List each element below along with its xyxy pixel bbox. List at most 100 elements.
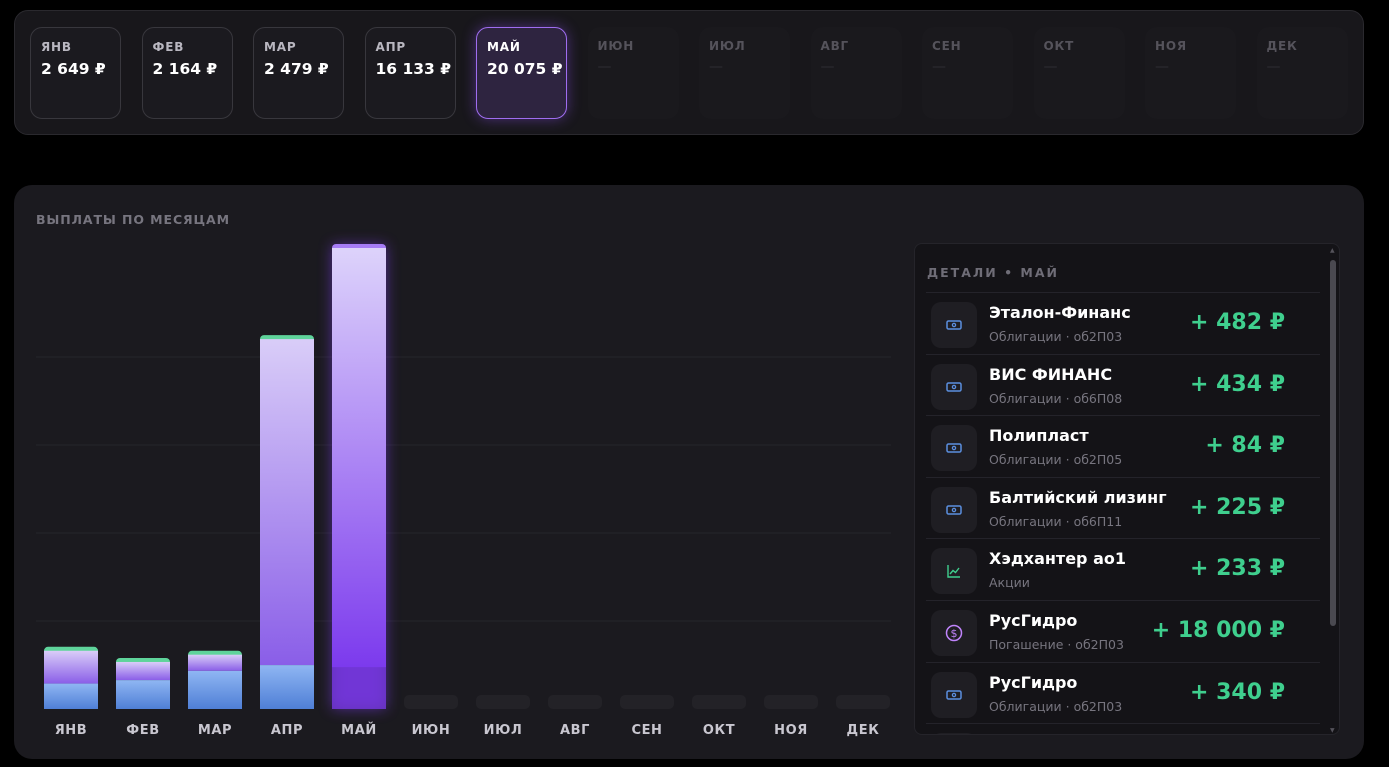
month-card-5[interactable]: МАЙ 20 075 ₽ [476, 27, 567, 119]
bar-segment-bottom-МАР[interactable] [188, 670, 242, 709]
month-card-label: СЕН [932, 39, 962, 53]
detail-subtitle: Погашение · об2П03 [989, 636, 1124, 652]
x-tick-label: СЕН [631, 723, 662, 738]
detail-subtitle: Облигации · об6П08 [989, 390, 1123, 406]
month-card-10[interactable]: ОКТ — [1033, 27, 1125, 119]
banknote-icon [931, 425, 977, 472]
bar-segment-bottom-ЯНВ[interactable] [44, 683, 98, 709]
bar-empty-ИЮЛ[interactable] [476, 695, 530, 709]
month-card-value: — [597, 59, 612, 75]
bar-empty-ИЮН[interactable] [404, 695, 458, 709]
month-card-label: МАР [264, 40, 297, 54]
month-card-value: — [1155, 59, 1169, 75]
dollar-circle-icon: $ [931, 609, 977, 656]
detail-row[interactable]: РусГидро Облигации · об2П03 + 340 ₽ [926, 661, 1320, 724]
detail-amount: + 340 ₽ [1190, 679, 1285, 705]
chart-line-icon [931, 548, 977, 595]
details-panel: ДЕТАЛИ • МАЙ Эталон-Финанс Облигации · об… [914, 243, 1340, 735]
month-card-value: 2 164 ₽ [152, 60, 218, 78]
month-card-value: 2 479 ₽ [264, 60, 329, 78]
svg-text:$: $ [951, 627, 958, 640]
bar-segment-bottom-АПР[interactable] [260, 665, 314, 709]
payouts-panel: ВЫПЛАТЫ ПО МЕСЯЦАМ ЯНВ ФЕВ МАР АПР МАЙ ИЮН ИЮЛ… [14, 185, 1364, 759]
month-card-value: — [820, 59, 835, 75]
month-card-label: ДЕК [1266, 39, 1298, 53]
month-card-11[interactable]: НОЯ — [1145, 27, 1236, 119]
banknote-icon [931, 733, 977, 734]
month-card-12[interactable]: ДЕК — [1256, 27, 1348, 119]
detail-row[interactable]: Полипласт Облигации · об2П05 + 84 ₽ [926, 415, 1320, 477]
month-card-3[interactable]: МАР 2 479 ₽ [253, 27, 344, 119]
x-tick-label: АПР [271, 723, 303, 738]
months-strip: ЯНВ 2 649 ₽ ФЕВ 2 164 ₽ МАР 2 479 ₽ АПР 16 133 … [14, 10, 1364, 135]
bar-empty-НОЯ[interactable] [764, 695, 818, 709]
detail-row[interactable]: Эталон-Финанс Облигации · об2П03 + 482 ₽ [926, 292, 1320, 354]
month-card-label: ЯНВ [41, 40, 72, 54]
x-tick-label: АВГ [560, 723, 590, 738]
month-card-value: — [709, 59, 723, 75]
banknote-icon [931, 486, 977, 533]
payouts-title: ВЫПЛАТЫ ПО МЕСЯЦАМ [36, 212, 230, 227]
x-tick-label: ИЮЛ [484, 723, 523, 738]
bar-segment-top-МАЙ[interactable] [332, 248, 386, 668]
month-card-label: АВГ [820, 39, 849, 53]
detail-name: РусГидро [989, 672, 1078, 692]
banknote-icon [931, 302, 977, 348]
month-card-6[interactable]: ИЮН — [587, 27, 679, 119]
x-tick-label: ФЕВ [126, 723, 159, 738]
month-card-value: — [1266, 59, 1281, 75]
bar-empty-СЕН[interactable] [620, 695, 674, 709]
detail-row[interactable]: Балтийский лизинг Облигации · об6П11 + 225… [926, 476, 1320, 539]
detail-name: Газпром Н... [989, 734, 1103, 735]
detail-amount: + 233 ₽ [1190, 556, 1285, 582]
detail-name: Полипласт [989, 426, 1089, 446]
bar-segment-top-ФЕВ[interactable] [116, 661, 170, 681]
bar-segment-bottom-ФЕВ[interactable] [116, 680, 170, 709]
detail-row[interactable]: Газпром Н... [926, 723, 1320, 735]
x-tick-label: МАР [198, 723, 232, 738]
month-card-9[interactable]: СЕН — [922, 27, 1013, 119]
scrollbar-thumb[interactable] [1330, 260, 1336, 626]
details-scrollbar[interactable]: ▲ ▼ [1330, 247, 1336, 734]
detail-subtitle: Облигации · об2П03 [989, 698, 1123, 714]
month-card-value: — [932, 59, 946, 75]
detail-row[interactable]: Хэдхантер ао1 Акции + 233 ₽ [926, 538, 1320, 600]
month-card-label: ИЮЛ [709, 39, 746, 53]
detail-amount: + 18 000 ₽ [1151, 617, 1285, 643]
detail-amount: + 482 ₽ [1190, 310, 1285, 335]
scroll-down-icon[interactable]: ▼ [1330, 727, 1335, 734]
month-card-value: — [1043, 59, 1058, 75]
x-tick-label: НОЯ [774, 723, 808, 738]
scroll-up-icon[interactable]: ▲ [1330, 247, 1335, 254]
details-title: ДЕТАЛИ • МАЙ [927, 265, 1059, 280]
month-card-4[interactable]: АПР 16 133 ₽ [364, 27, 456, 119]
bar-segment-bottom-МАЙ[interactable] [332, 667, 386, 709]
detail-name: Эталон-Финанс [989, 303, 1131, 322]
detail-subtitle: Акции [989, 575, 1030, 591]
payouts-bar-chart: ЯНВ ФЕВ МАР АПР МАЙ ИЮН ИЮЛ АВГ СЕН ОКТ НОЯ ДЕК [36, 244, 891, 738]
bar-empty-ДЕК[interactable] [836, 695, 890, 709]
detail-name: ВИС ФИНАНС [989, 364, 1113, 384]
bar-segment-top-АПР[interactable] [260, 339, 314, 666]
bar-segment-top-ЯНВ[interactable] [44, 650, 98, 684]
x-tick-label: ЯНВ [55, 723, 88, 738]
detail-row[interactable]: ВИС ФИНАНС Облигации · об6П08 + 434 ₽ [926, 353, 1320, 416]
bar-empty-ОКТ[interactable] [692, 695, 746, 709]
month-card-label: НОЯ [1155, 39, 1187, 53]
bar-segment-top-МАР[interactable] [188, 654, 242, 671]
x-tick-label: МАЙ [341, 722, 377, 738]
month-card-1[interactable]: ЯНВ 2 649 ₽ [30, 27, 121, 119]
month-card-2[interactable]: ФЕВ 2 164 ₽ [141, 27, 233, 119]
month-card-7[interactable]: ИЮЛ — [699, 27, 790, 119]
month-card-value: 16 133 ₽ [375, 60, 452, 78]
detail-amount: + 225 ₽ [1190, 494, 1285, 520]
banknote-icon [931, 363, 977, 410]
x-tick-label: ДЕК [847, 723, 880, 738]
detail-name: Балтийский лизинг [989, 487, 1167, 507]
bar-empty-АВГ[interactable] [548, 695, 602, 709]
month-card-value: 20 075 ₽ [487, 60, 563, 78]
month-card-label: МАЙ [487, 40, 521, 54]
detail-row[interactable]: $ РусГидро Погашение · об2П03 + 18 000 ₽ [926, 599, 1320, 662]
month-card-8[interactable]: АВГ — [810, 27, 902, 119]
banknote-icon [931, 671, 977, 718]
